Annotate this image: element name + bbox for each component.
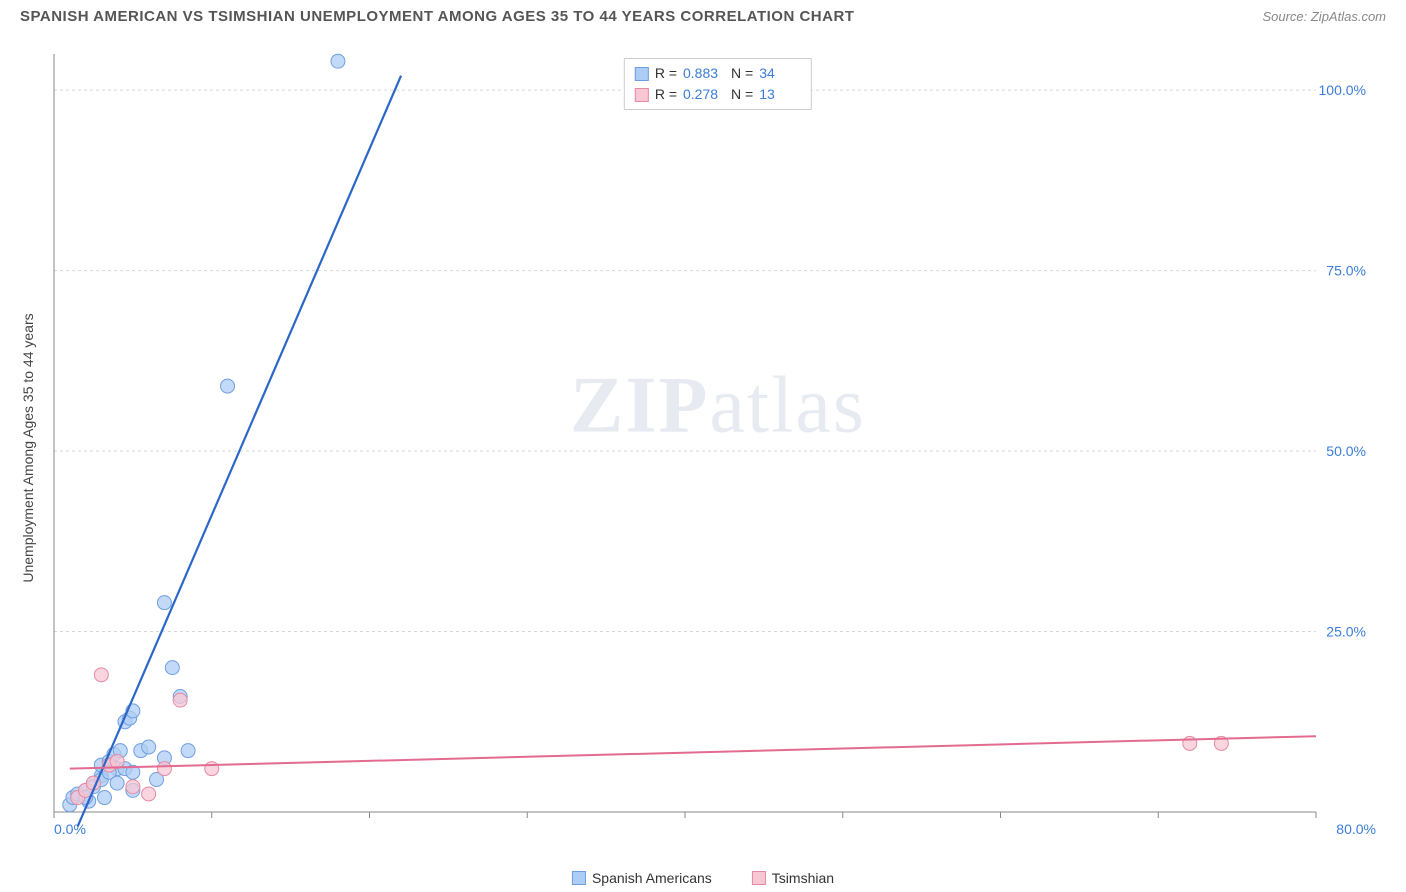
- stats-legend: R = 0.883 N = 34 R = 0.278 N = 13: [624, 58, 812, 110]
- y-axis-label: Unemployment Among Ages 35 to 44 years: [20, 313, 36, 582]
- r-value-series-1: 0.883: [683, 63, 725, 84]
- n-value-series-1: 34: [759, 63, 801, 84]
- scatter-plot: 25.0% 50.0% 75.0% 100.0% 0.0% 80.0%: [50, 50, 1386, 842]
- svg-text:50.0%: 50.0%: [1326, 443, 1366, 459]
- n-label: N =: [731, 63, 753, 84]
- svg-text:75.0%: 75.0%: [1326, 263, 1366, 279]
- chart-title: SPANISH AMERICAN VS TSIMSHIAN UNEMPLOYME…: [20, 8, 854, 25]
- svg-text:25.0%: 25.0%: [1326, 624, 1366, 640]
- n-label: N =: [731, 84, 753, 105]
- swatch-series-2: [635, 88, 649, 102]
- bottom-legend: Spanish Americans Tsimshian: [572, 870, 834, 886]
- legend-label-series-2: Tsimshian: [772, 870, 834, 886]
- svg-text:0.0%: 0.0%: [54, 821, 86, 837]
- swatch-series-1: [635, 67, 649, 81]
- legend-item-series-1: Spanish Americans: [572, 870, 712, 886]
- chart-header: SPANISH AMERICAN VS TSIMSHIAN UNEMPLOYME…: [0, 0, 1406, 29]
- chart-plot-area: 25.0%50.0%75.0%100.0%0.0%80.0% ZIPatlas …: [50, 50, 1386, 842]
- r-label: R =: [655, 63, 677, 84]
- svg-text:100.0%: 100.0%: [1319, 82, 1366, 98]
- r-value-series-2: 0.278: [683, 84, 725, 105]
- n-value-series-2: 13: [759, 84, 801, 105]
- r-label: R =: [655, 84, 677, 105]
- swatch-series-2: [752, 871, 766, 885]
- chart-source: Source: ZipAtlas.com: [1262, 9, 1386, 24]
- stats-row-series-2: R = 0.278 N = 13: [635, 84, 801, 105]
- swatch-series-1: [572, 871, 586, 885]
- legend-item-series-2: Tsimshian: [752, 870, 834, 886]
- stats-row-series-1: R = 0.883 N = 34: [635, 63, 801, 84]
- legend-label-series-1: Spanish Americans: [592, 870, 712, 886]
- svg-text:80.0%: 80.0%: [1336, 821, 1376, 837]
